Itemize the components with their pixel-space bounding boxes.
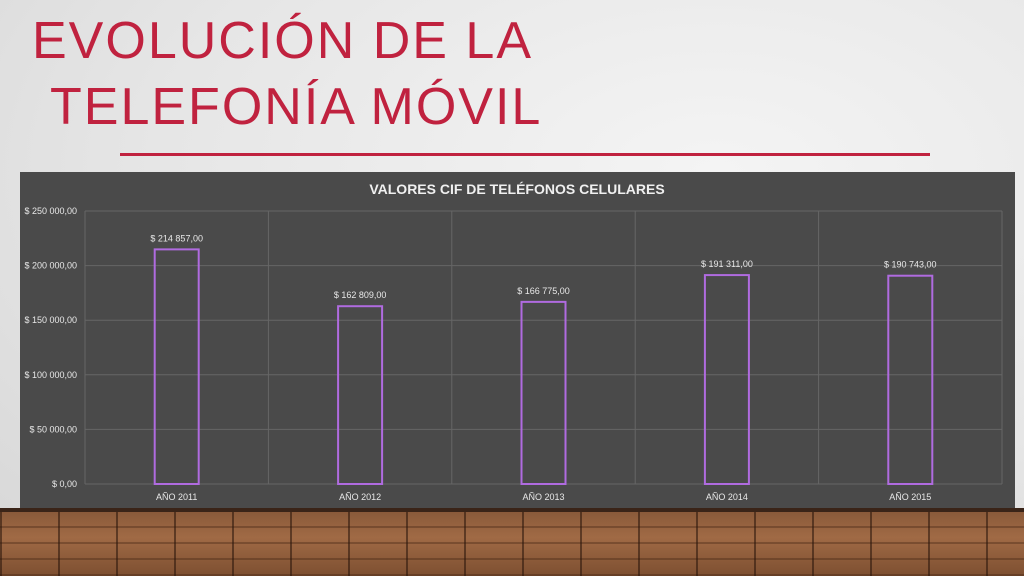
title-underline: [120, 153, 930, 156]
x-axis: AÑO 2011 AÑO 2012 AÑO 2013 AÑO 2014 AÑO 2015: [156, 492, 931, 502]
chart-title: VALORES CIF DE TELÉFONOS CELULARES: [369, 181, 664, 197]
bar-2: [337, 305, 384, 485]
y-tick-label: $ 0,00: [52, 479, 77, 489]
bar-chart: VALORES CIF DE TELÉFONOS CELULARES $ 0,0…: [24, 181, 1003, 502]
y-axis: $ 0,00 $ 50 000,00 $ 100 000,00 $ 150 000,0…: [24, 206, 77, 489]
slide-title-line-1: Evolución de la: [32, 12, 534, 70]
x-tick-label: AÑO 2012: [339, 492, 381, 502]
y-tick-label: $ 100 000,00: [24, 370, 77, 380]
x-tick-label: AÑO 2013: [522, 492, 564, 502]
y-tick-label: $ 250 000,00: [24, 206, 77, 216]
bar-3: [520, 300, 567, 485]
y-tick-label: $ 150 000,00: [24, 315, 77, 325]
y-tick-label: $ 200 000,00: [24, 261, 77, 271]
slide-title: Evolución de la telefonía móvil: [32, 8, 542, 140]
bar-1: [153, 248, 200, 485]
bar-4: [703, 274, 750, 485]
data-label: $ 214 857,00: [150, 233, 203, 243]
floor-edge: [0, 508, 1024, 512]
chart-gridlines: [84, 210, 1003, 485]
y-tick-label: $ 50 000,00: [29, 424, 77, 434]
slide-title-line-2: telefonía móvil: [50, 78, 543, 136]
chart-bars: $ 214 857,00 $ 162 809,00 $ 166 775,00 $ 19…: [150, 233, 937, 485]
x-tick-label: AÑO 2014: [706, 492, 748, 502]
data-label: $ 190 743,00: [884, 260, 937, 270]
chart-container: VALORES CIF DE TELÉFONOS CELULARES $ 0,0…: [20, 172, 1015, 508]
wooden-floor: [0, 512, 1024, 576]
data-label: $ 191 311,00: [701, 259, 753, 269]
x-tick-label: AÑO 2011: [156, 492, 197, 502]
data-label: $ 162 809,00: [334, 290, 387, 300]
x-tick-label: AÑO 2015: [889, 492, 931, 502]
bar-5: [887, 274, 934, 485]
data-label: $ 166 775,00: [517, 286, 570, 296]
